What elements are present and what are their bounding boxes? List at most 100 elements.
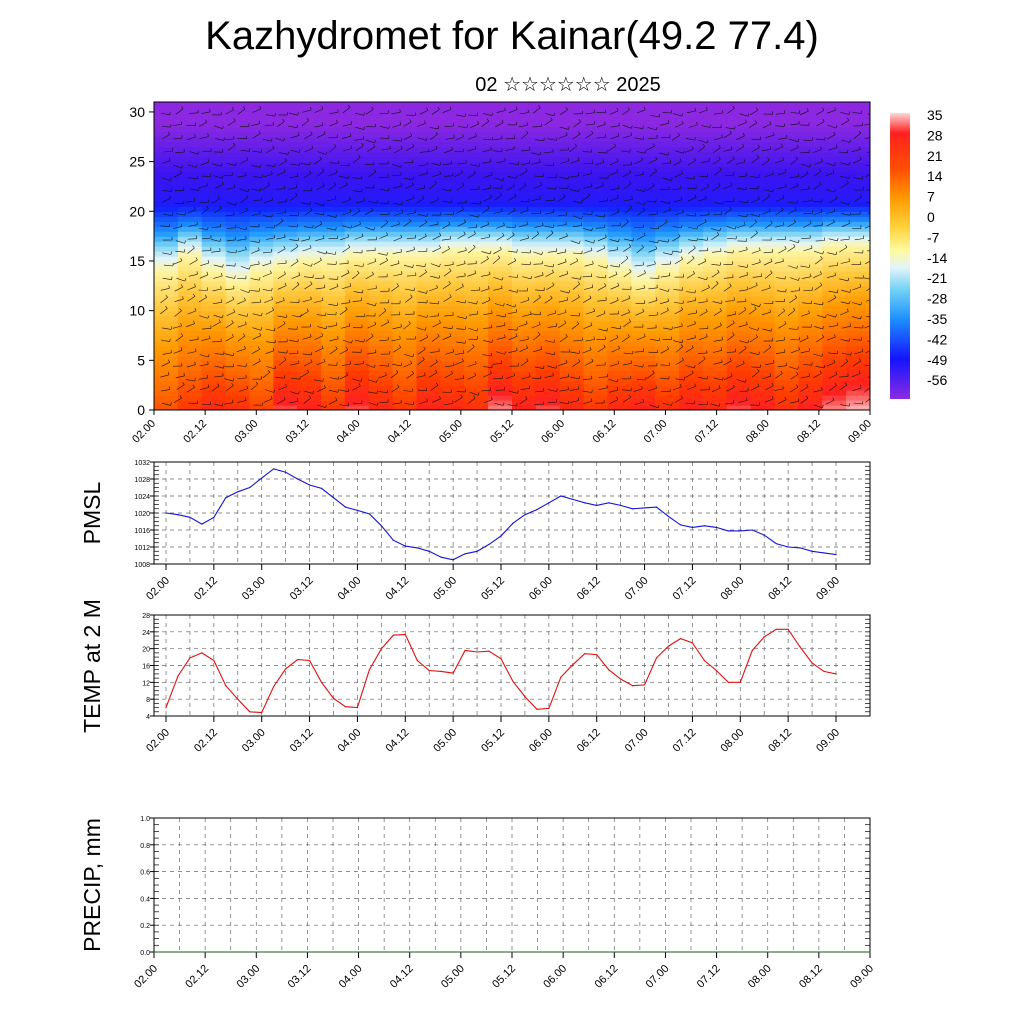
wind-barb	[326, 252, 336, 255]
heatmap-cell	[846, 236, 870, 242]
wind-barb-flag	[246, 385, 248, 389]
heatmap-cell	[822, 335, 847, 342]
heatmap-cell	[201, 365, 227, 371]
heatmap-cell	[774, 265, 799, 272]
wind-barb	[290, 246, 299, 252]
wind-barb-flag	[718, 403, 721, 407]
wind-barb	[813, 303, 823, 306]
wind-barb	[288, 225, 298, 228]
wind-barb	[710, 403, 720, 407]
wind-barb	[444, 314, 454, 317]
wind-barb	[544, 226, 554, 228]
wind-barb	[339, 374, 348, 380]
wind-barb	[686, 214, 696, 217]
wind-barb	[662, 177, 672, 181]
heatmap-cell	[535, 206, 561, 212]
wind-barb	[277, 351, 287, 354]
heatmap-cell	[559, 345, 585, 351]
data-point	[739, 530, 741, 532]
wind-barb-flag	[616, 297, 619, 301]
wind-barb	[302, 353, 312, 356]
wind-barb	[405, 184, 414, 189]
heatmap-cell	[822, 290, 847, 297]
wind-barb	[803, 200, 813, 202]
wind-barb-flag	[732, 156, 735, 159]
wind-barb-flag	[693, 157, 696, 161]
wind-barb	[239, 188, 249, 192]
wind-barb-flag	[270, 395, 273, 399]
heatmap-cell	[822, 310, 847, 317]
wind-barb-flag	[310, 359, 313, 363]
heatmap-cell	[225, 136, 251, 143]
heatmap-cell	[201, 315, 227, 322]
heatmap-cell	[798, 241, 823, 247]
wind-barb	[162, 198, 171, 203]
wind-barb	[199, 315, 208, 319]
heatmap-cell	[512, 131, 537, 138]
wind-barb	[534, 274, 544, 278]
wind-barb	[597, 237, 607, 242]
wind-barb-flag	[681, 113, 684, 117]
heatmap-cell	[631, 395, 656, 401]
heatmap-cell	[154, 166, 179, 173]
wind-barb	[291, 274, 301, 279]
wind-barb-flag	[283, 271, 286, 275]
heatmap-cell	[535, 370, 561, 376]
heatmap-cell	[201, 236, 227, 242]
heatmap-cell	[798, 256, 823, 262]
wind-barb-flag	[577, 281, 581, 285]
heatmap-cell	[655, 151, 680, 158]
heatmap-cell	[368, 121, 394, 128]
heatmap-cell	[631, 390, 656, 396]
heatmap-cell	[321, 395, 346, 401]
heatmap-cell	[702, 345, 728, 351]
wind-barb	[483, 197, 492, 202]
x-tick-label: 06.12	[575, 575, 603, 603]
wind-barb-flag	[347, 388, 350, 392]
heatmap-cell	[416, 206, 441, 212]
wind-barb	[672, 236, 681, 242]
heatmap-cell	[583, 370, 609, 376]
heatmap-cell	[297, 335, 322, 342]
wind-barb	[287, 187, 297, 190]
x-tick-label: 03.00	[240, 727, 268, 755]
wind-barb	[302, 109, 312, 113]
wind-barb-flag	[192, 245, 195, 249]
data-point	[787, 546, 789, 548]
heatmap-cell	[464, 315, 489, 322]
wind-barb-flag	[529, 373, 531, 377]
heatmap-cell	[679, 350, 704, 356]
wind-barb-flag	[434, 180, 437, 184]
wind-barb-flag	[336, 283, 339, 287]
heatmap-cell	[822, 131, 847, 138]
heatmap-cell	[607, 186, 632, 193]
heatmap-cell	[774, 216, 799, 222]
heatmap-cell	[154, 310, 179, 317]
heatmap-cell	[177, 171, 203, 178]
heatmap-cell	[583, 390, 609, 396]
heatmap-cell	[679, 216, 704, 222]
wind-barb	[263, 398, 273, 403]
wind-barb-flag	[681, 170, 683, 174]
wind-barb	[341, 325, 350, 329]
temperature-heatmap	[154, 102, 870, 410]
heatmap-cell	[631, 116, 656, 123]
wind-barb-flag	[298, 132, 300, 136]
wind-barb	[432, 173, 441, 178]
heatmap-cell	[774, 241, 799, 247]
wind-barb	[251, 188, 261, 191]
wind-barb	[623, 246, 631, 252]
heatmap-cell	[249, 340, 274, 347]
heatmap-cell	[846, 201, 870, 207]
wind-barb	[366, 126, 376, 128]
data-point	[739, 681, 741, 683]
heatmap-cell	[822, 221, 847, 227]
wind-barb-flag	[652, 182, 655, 186]
wind-barb-flag	[258, 130, 261, 134]
heatmap-cell	[177, 226, 203, 232]
heatmap-cell	[702, 201, 728, 207]
heatmap-cell	[177, 385, 203, 391]
heatmap-cell	[273, 305, 298, 312]
heatmap-cell	[464, 156, 489, 163]
wind-barb-flag	[628, 295, 631, 299]
